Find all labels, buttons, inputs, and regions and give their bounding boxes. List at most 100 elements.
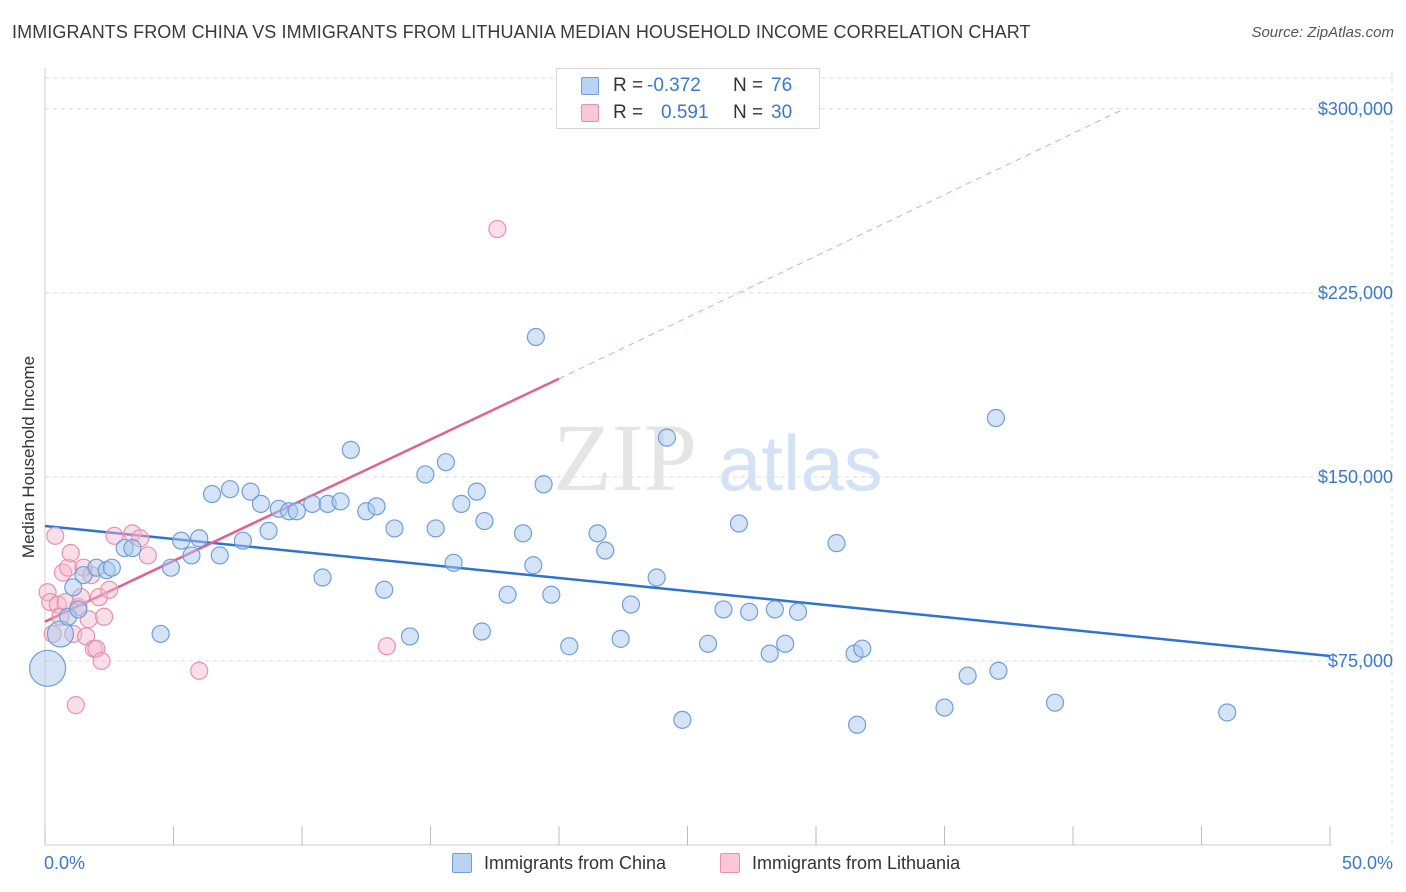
data-point-lithuania [488, 219, 507, 239]
data-point-lithuania [66, 696, 85, 715]
data-point-china [202, 484, 222, 504]
data-point-china [190, 529, 209, 548]
data-point-lithuania [89, 588, 109, 607]
lithuania-swatch [720, 853, 740, 873]
data-point-china [172, 531, 191, 550]
data-point-lithuania [105, 526, 124, 545]
data-point-lithuania [92, 651, 111, 671]
data-point-china [400, 627, 420, 646]
data-point-lithuania [61, 543, 80, 563]
data-point-lithuania [59, 558, 78, 577]
data-point-china [385, 519, 404, 538]
data-point-lithuania [95, 607, 114, 626]
legend-n-label: N = [733, 102, 764, 123]
data-point-china [331, 492, 350, 511]
data-point-china [853, 639, 872, 658]
trend-line-lithuania [44, 377, 560, 623]
data-point-china [657, 428, 677, 447]
x-tick-label: 0.0% [44, 853, 85, 873]
data-point-china [123, 538, 142, 558]
data-point-china [596, 541, 615, 560]
data-point-china [467, 482, 486, 501]
data-point-china [513, 524, 533, 543]
data-point-china [698, 634, 718, 653]
data-point-china [303, 494, 322, 513]
data-point-china [788, 602, 808, 621]
data-point-china [958, 666, 977, 685]
data-point-china [151, 624, 170, 644]
data-point-china [64, 578, 83, 597]
data-point-china [444, 553, 463, 572]
data-point-china [542, 585, 561, 604]
trend-line-china [44, 524, 1331, 658]
correlation-legend: R = -0.372 N = 76 R = 0.591 N = 30 [556, 68, 820, 129]
data-point-china [526, 327, 545, 347]
axes [44, 68, 1332, 846]
data-point-china [220, 480, 240, 499]
data-point-china [714, 600, 733, 619]
chart-source: Source: ZipAtlas.com [1251, 24, 1394, 41]
data-point-china [848, 715, 867, 734]
watermark: ZIP atlas [553, 404, 883, 511]
data-point-china [102, 558, 121, 577]
data-point-china [69, 600, 88, 619]
data-point-china [1218, 703, 1237, 722]
data-point-lithuania [46, 526, 65, 545]
data-point-china [588, 524, 607, 543]
data-point-china [935, 698, 954, 717]
data-point-china [436, 453, 456, 472]
data-point-china [210, 546, 229, 565]
data-point-china [989, 661, 1008, 680]
legend-r-label: R = [613, 102, 644, 123]
y-tick-label: $150,000 [1318, 467, 1393, 487]
data-point-china [498, 585, 517, 604]
chart-title: IMMIGRANTS FROM CHINA VS IMMIGRANTS FROM… [12, 22, 1031, 42]
lithuania-swatch [581, 104, 599, 122]
legend-r-value: 0.591 [661, 102, 709, 123]
y-axis-title: Median Household Income [19, 356, 38, 558]
data-point-china [673, 710, 692, 729]
data-point-china [259, 521, 278, 540]
data-point-china [534, 475, 553, 494]
data-point-china [986, 408, 1006, 428]
trend-lines [44, 108, 1331, 658]
legend-n-label: N = [733, 75, 764, 96]
y-tick-label: $75,000 [1328, 651, 1393, 671]
data-point-china [251, 494, 270, 513]
data-point-china [241, 482, 260, 501]
data-point-china [765, 600, 784, 619]
data-point-china [827, 534, 846, 553]
y-tick-label: $300,000 [1318, 99, 1393, 119]
x-tick-label: 50.0% [1342, 853, 1393, 873]
data-point-china [161, 558, 181, 577]
china-swatch [581, 77, 599, 95]
data-point-china [524, 556, 543, 575]
trend-line-lithuania-extension [558, 108, 1125, 380]
data-point-china [776, 634, 795, 653]
data-point-china [760, 644, 779, 663]
tick-labels: $75,000 $150,000 $225,000 $300,000 0.0% 50.0% [44, 99, 1393, 873]
china-points [28, 327, 1237, 734]
watermark-zip: ZIP [553, 404, 697, 511]
data-point-lithuania [53, 563, 73, 582]
data-point-lithuania [377, 637, 396, 656]
data-point-china [416, 465, 435, 484]
data-point-china [28, 649, 67, 687]
y-tick-label: $225,000 [1318, 283, 1393, 303]
data-point-china [367, 497, 386, 516]
lithuania-points [38, 219, 507, 715]
data-point-china [233, 531, 252, 550]
data-point-china [472, 622, 491, 641]
legend-label-china: Immigrants from China [484, 853, 667, 873]
data-point-china [452, 494, 471, 513]
legend-label-lithuania: Immigrants from Lithuania [752, 853, 961, 873]
data-point-china [475, 511, 494, 531]
legend-r-value: -0.372 [647, 75, 701, 96]
data-point-lithuania [190, 661, 209, 680]
data-point-lithuania [138, 546, 157, 565]
data-point-china [341, 440, 360, 460]
data-point-china [621, 595, 641, 614]
series-legend: Immigrants from China Immigrants from Li… [0, 852, 1406, 878]
legend-r-label: R = [613, 75, 644, 96]
